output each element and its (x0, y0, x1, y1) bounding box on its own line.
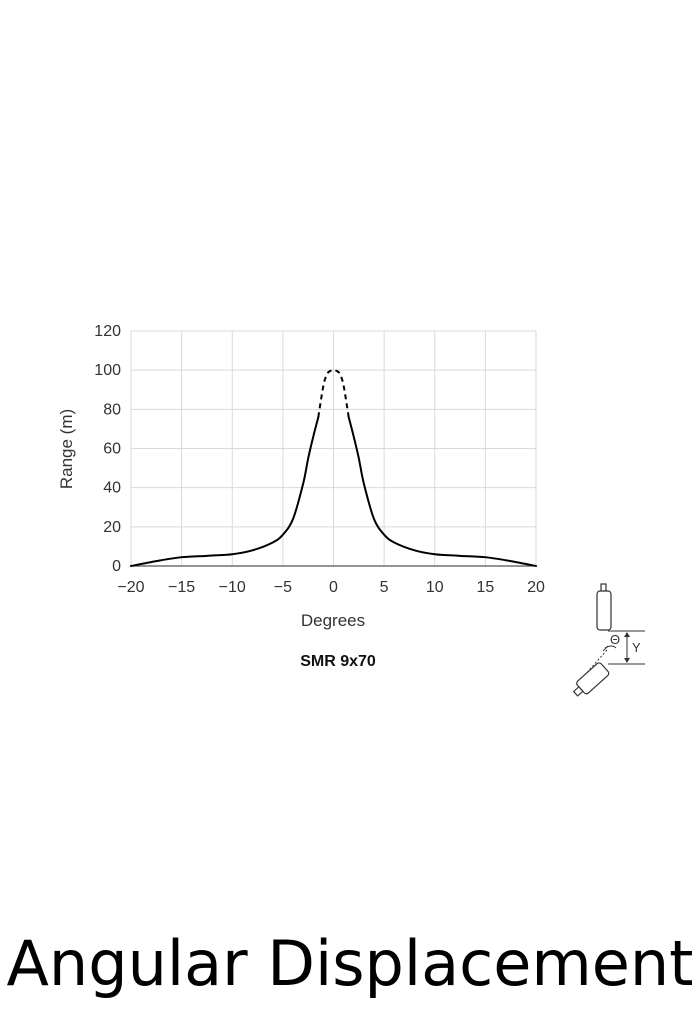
x-tick-labels: −20 −15 −10 −5 0 5 10 15 20 (117, 579, 545, 596)
x-tick-label: 0 (329, 579, 338, 596)
range-vs-angle-chart: 0 20 40 60 80 100 120 −20 −15 −10 −5 0 5 10 15 20 Rang… (57, 323, 645, 697)
y-tick-labels: 0 20 40 60 80 100 120 (94, 323, 121, 575)
x-tick-label: 5 (380, 579, 389, 596)
y-dimension-indicator (608, 630, 645, 665)
series-line-solid-0 (130, 416, 320, 567)
y-dimension-label: Y (632, 640, 641, 655)
angle-indicator (602, 645, 617, 652)
y-tick-label: 20 (103, 519, 121, 536)
chart-caption: SMR 9x70 (300, 653, 376, 670)
x-tick-label: −15 (168, 579, 195, 596)
x-tick-label: −20 (117, 579, 144, 596)
series-line-solid-2 (347, 416, 537, 567)
x-axis-title: Degrees (301, 611, 365, 630)
y-tick-label: 120 (94, 323, 121, 340)
theta-label: Θ (610, 632, 620, 647)
x-tick-label: −10 (219, 579, 246, 596)
y-tick-label: 80 (103, 401, 121, 418)
reference-sensor-icon (596, 583, 612, 631)
y-axis-title: Range (m) (57, 409, 76, 489)
x-tick-label: −5 (274, 579, 292, 596)
series-line-dashed-1 (317, 369, 350, 418)
y-tick-label: 0 (112, 558, 121, 575)
displacement-diagram: Θ Y (572, 583, 645, 697)
grid (130, 330, 537, 567)
x-tick-label: 20 (527, 579, 545, 596)
x-tick-label: 10 (426, 579, 444, 596)
y-tick-label: 40 (103, 480, 121, 497)
y-tick-label: 60 (103, 441, 121, 458)
page-title: Angular Displacement (6, 927, 694, 1000)
series (130, 369, 537, 567)
rotated-sensor-icon (572, 649, 610, 697)
x-tick-label: 15 (476, 579, 494, 596)
y-tick-label: 100 (94, 362, 121, 379)
